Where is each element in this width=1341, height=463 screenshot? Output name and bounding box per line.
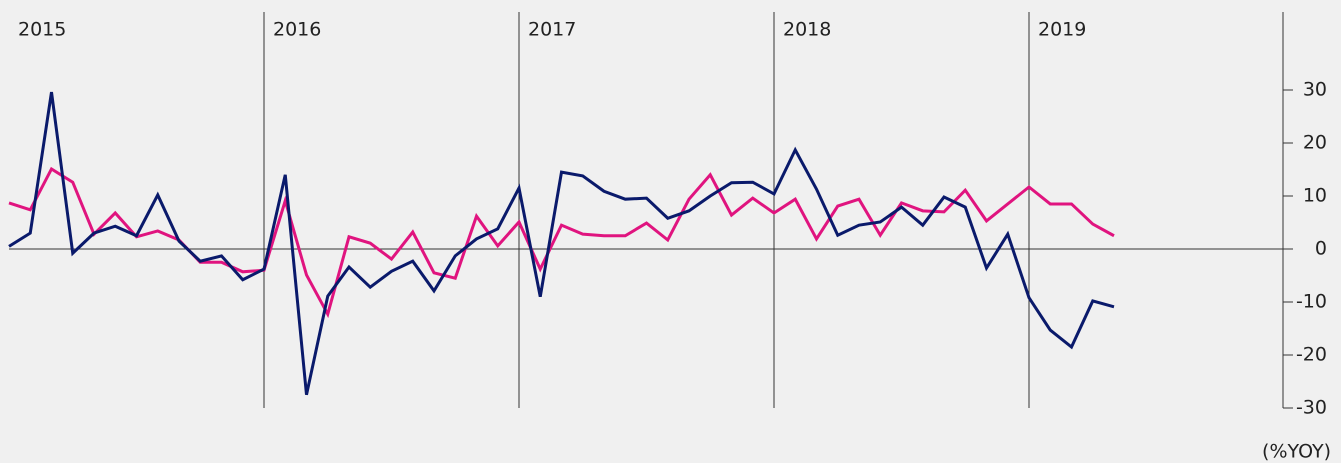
x-tick-label: 2016 (273, 19, 321, 41)
y-axis-label: (%YOY) (1262, 441, 1331, 463)
x-tick-label: 2017 (528, 19, 576, 41)
y-tick-label: -10 (1296, 291, 1327, 313)
series-line (8, 166, 1115, 319)
y-tick-label: 20 (1303, 132, 1327, 154)
x-tick-label: 2018 (783, 19, 831, 41)
y-tick-label: -30 (1296, 397, 1327, 419)
y-tick-label: -20 (1296, 344, 1327, 366)
series-line (8, 91, 1115, 396)
y-tick-label: 0 (1315, 238, 1327, 260)
x-tick-label: 2019 (1038, 19, 1086, 41)
y-tick-label: 10 (1303, 185, 1327, 207)
y-tick-label: 30 (1303, 79, 1327, 101)
x-tick-label: 2015 (18, 19, 66, 41)
